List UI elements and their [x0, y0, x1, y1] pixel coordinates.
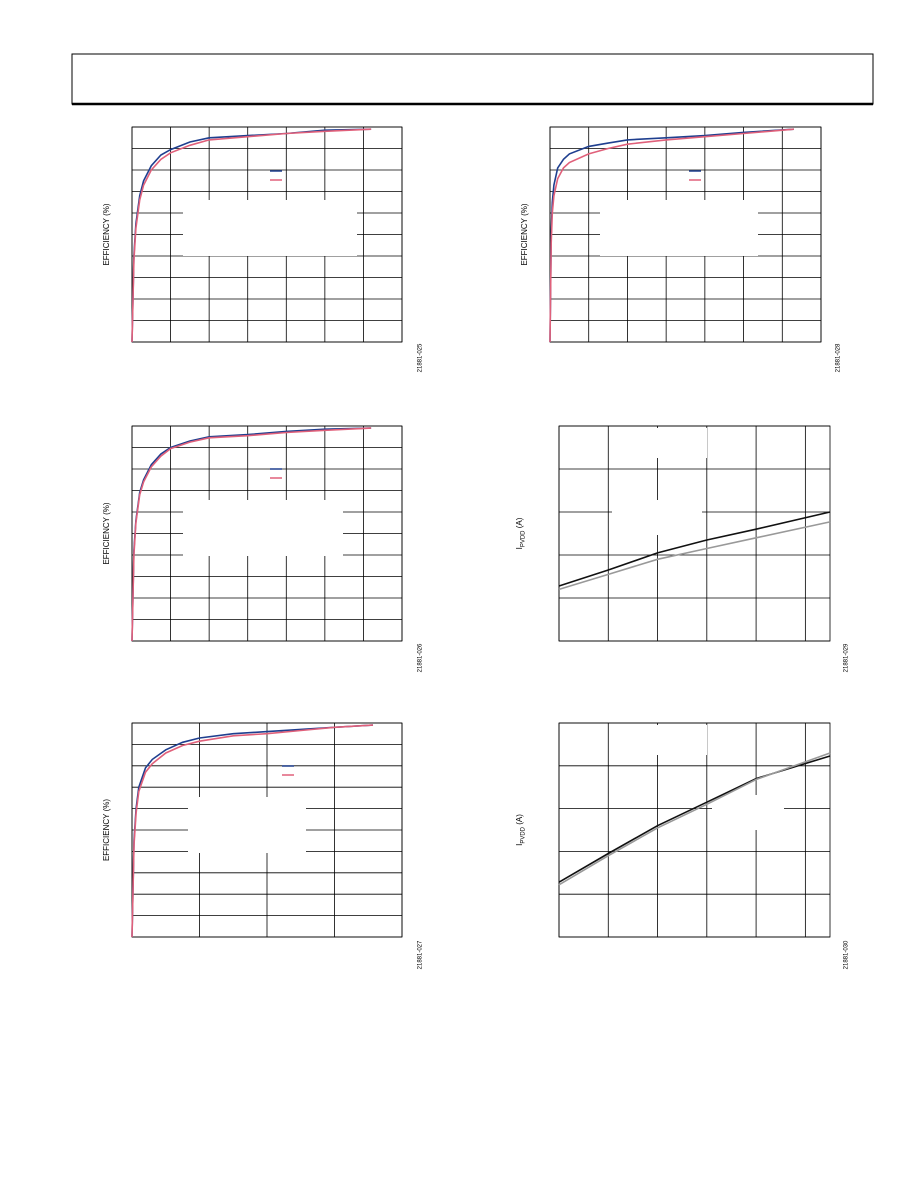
figure-code: 21881-026: [418, 643, 424, 672]
figure-code: 21881-025: [418, 343, 424, 372]
data-line: [558, 521, 831, 591]
figure-code: 21881-027: [418, 940, 424, 969]
plot-frame: [558, 425, 831, 642]
y-axis-label: IPVDD (A): [515, 814, 526, 846]
plot-frame: [131, 425, 403, 642]
data-line: [558, 511, 831, 587]
data-line: [549, 128, 794, 343]
data-line: [558, 755, 831, 883]
y-axis-label: EFFICIENCY (%): [102, 502, 111, 564]
y-axis-label: EFFICIENCY (%): [102, 203, 111, 265]
plot-frame: [558, 722, 831, 938]
blank-area: [612, 428, 707, 458]
data-line: [549, 128, 794, 343]
blank-area: [183, 200, 357, 256]
y-axis-label-sub: PVDD: [520, 826, 526, 843]
plot-frame: [131, 722, 403, 938]
y-axis-label-unit: (A): [515, 814, 524, 827]
blank-area: [612, 500, 702, 535]
data-line: [558, 752, 831, 886]
y-axis-label: EFFICIENCY (%): [102, 799, 111, 861]
y-axis-label: EFFICIENCY (%): [520, 203, 529, 265]
plot-frame: [131, 126, 403, 343]
y-axis-label-unit: (A): [515, 517, 524, 530]
blank-area: [712, 795, 784, 830]
data-line: [131, 128, 372, 343]
blank-area: [188, 797, 306, 853]
blank-area: [183, 500, 343, 556]
data-line: [131, 724, 374, 938]
figure-code: 21881-028: [836, 343, 842, 372]
data-line: [131, 427, 372, 642]
blank-area: [600, 200, 758, 256]
blank-area: [612, 725, 707, 755]
header-box: [71, 53, 874, 105]
figure-code: 21881-029: [844, 643, 850, 672]
y-axis-label: IPVDD (A): [515, 517, 526, 549]
y-axis-label-sub: PVDD: [520, 530, 526, 547]
plot-frame: [549, 126, 822, 343]
figure-code: 21881-030: [844, 940, 850, 969]
